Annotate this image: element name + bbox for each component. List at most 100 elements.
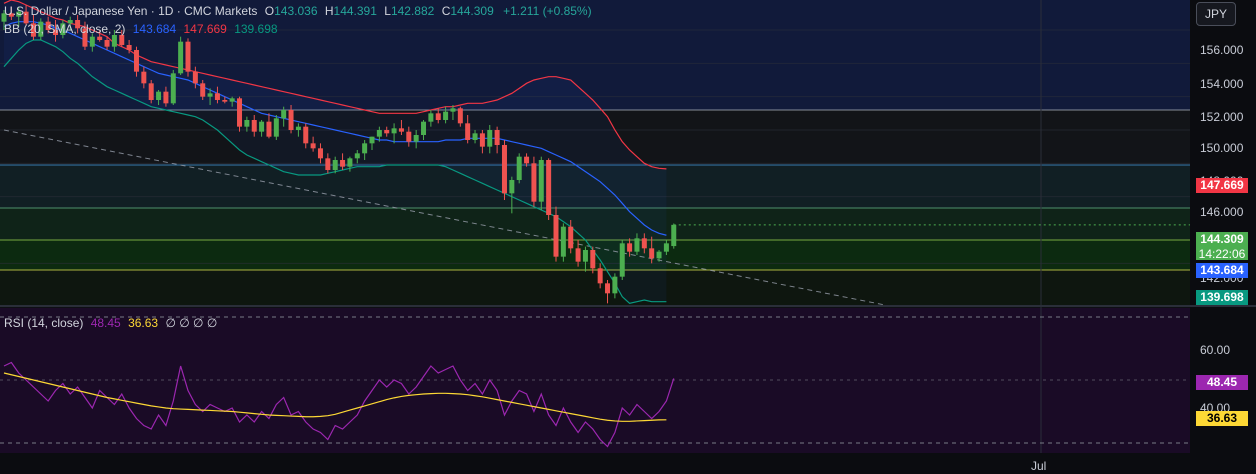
bb-upper-value: 147.669 [183, 22, 227, 36]
candle-body [222, 100, 228, 102]
symbol-legend[interactable]: U.S. Dollar / Japanese Yen · 1D · CMC Ma… [4, 4, 592, 18]
candle [141, 66, 147, 89]
rsi-ma-line [3, 372, 667, 422]
candle-body [8, 13, 14, 17]
candle [119, 30, 125, 47]
rsi-price-label: 48.45 [1196, 375, 1248, 390]
candle [516, 153, 522, 184]
candle [560, 223, 566, 262]
candle [487, 125, 493, 154]
candle-body [619, 243, 625, 277]
candle-body [317, 148, 323, 159]
candle-body [295, 126, 301, 130]
candle [229, 96, 235, 107]
last-price-value: 144.309 [1200, 232, 1244, 246]
candle-body [428, 113, 434, 122]
candle-body [75, 20, 81, 29]
candle-body [310, 143, 316, 149]
candle [38, 18, 44, 40]
time-tick-jul: Jul [1031, 459, 1047, 473]
trend-line [3, 129, 886, 306]
candle-body [266, 121, 272, 137]
candle-body [45, 21, 51, 30]
candle [200, 80, 206, 100]
candle-body [288, 110, 294, 130]
rsi-name: RSI (14, close) [4, 316, 84, 330]
candle-body [501, 145, 507, 194]
rsi-extras: ∅ ∅ ∅ ∅ [165, 316, 218, 330]
candle [60, 20, 66, 39]
candle [133, 46, 139, 77]
candle-body [354, 153, 360, 159]
candle-body [133, 50, 139, 72]
rsi-pane [0, 316, 1190, 448]
candle [656, 250, 662, 262]
candle [413, 130, 419, 149]
bg-time-axis [0, 453, 1256, 474]
bb-lower-value: 139.698 [234, 22, 278, 36]
candle [605, 280, 611, 304]
candle [222, 96, 228, 104]
candle-body [369, 136, 375, 144]
candle [1, 10, 7, 30]
candle [45, 16, 51, 34]
candle-body [97, 36, 103, 40]
candle [590, 246, 596, 274]
candle-body [185, 41, 191, 72]
bb-legend[interactable]: BB (20, SMA, close, 2) 143.684 147.669 1… [4, 22, 278, 36]
candle [30, 15, 36, 40]
rsi-legend[interactable]: RSI (14, close) 48.45 36.63 ∅ ∅ ∅ ∅ [4, 316, 217, 330]
candle-body [126, 45, 132, 50]
candle-body [16, 11, 22, 17]
candle-body [200, 83, 206, 97]
candle-body [244, 120, 250, 127]
candle [156, 90, 162, 105]
rsi-line [3, 361, 675, 448]
close-label: C144.309 [441, 4, 494, 18]
rsi-tick-60: 60.00 [1200, 343, 1231, 357]
candle-body [590, 250, 596, 269]
candle-body [362, 143, 368, 154]
candle-body [163, 91, 169, 104]
bg-zone-4 [0, 208, 1190, 240]
candle [428, 110, 434, 127]
candle-body [82, 28, 88, 47]
candle [288, 105, 294, 134]
candle [178, 36, 184, 75]
candle-body [376, 130, 382, 137]
candle [391, 123, 397, 144]
bb-basis-line [3, 21, 667, 236]
candle [82, 21, 88, 50]
candle [627, 238, 633, 257]
candle-body [60, 23, 66, 35]
candle [23, 5, 29, 25]
candle [531, 156, 537, 207]
candle [582, 246, 588, 272]
candle-body [1, 13, 7, 22]
candle-body [494, 130, 500, 145]
candle [303, 123, 309, 149]
bb-upper-price-label: 147.669 [1196, 178, 1248, 193]
candle-body [384, 130, 390, 134]
candle-body [435, 113, 441, 120]
candle-body [612, 276, 618, 294]
currency-button[interactable]: JPY [1196, 2, 1236, 26]
candle-body [546, 160, 552, 215]
candle-body [156, 91, 162, 100]
candle [266, 113, 272, 139]
candle-body [524, 156, 530, 164]
candle-body [634, 238, 640, 252]
candle [634, 233, 640, 255]
candle [553, 206, 559, 262]
candle [362, 140, 368, 160]
candle-body [332, 160, 338, 170]
candle [457, 106, 463, 127]
candle-body [259, 121, 265, 132]
candle [340, 153, 346, 170]
candle [111, 30, 117, 52]
candle [421, 120, 427, 140]
candle-body [605, 283, 611, 294]
candle-body [663, 243, 669, 252]
candle-body [487, 130, 493, 147]
